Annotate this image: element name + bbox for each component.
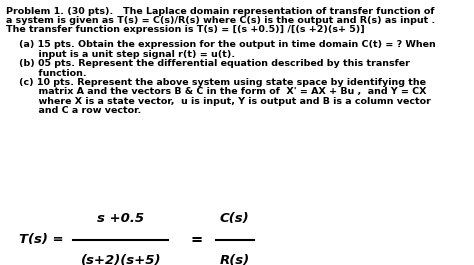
Text: (a) 15 pts. Obtain the expression for the output in time domain C(t) = ? When: (a) 15 pts. Obtain the expression for th… xyxy=(6,40,436,49)
Text: Problem 1. (30 pts).   The Laplace domain representation of transfer function of: Problem 1. (30 pts). The Laplace domain … xyxy=(6,7,434,16)
Text: (s+2)(s+5): (s+2)(s+5) xyxy=(81,254,161,265)
Text: The transfer function expression is T(s) = [(s +0.5)] /[(s +2)(s+ 5)]: The transfer function expression is T(s)… xyxy=(6,25,365,34)
Text: R(s): R(s) xyxy=(219,254,250,265)
Text: input is a unit step signal r(t) = u(t).: input is a unit step signal r(t) = u(t). xyxy=(6,50,235,59)
Text: C(s): C(s) xyxy=(220,212,249,225)
Text: and C a row vector.: and C a row vector. xyxy=(6,106,141,115)
Text: function.: function. xyxy=(6,69,86,78)
Text: a system is given as T(s) = C(s)/R(s) where C(s) is the output and R(s) as input: a system is given as T(s) = C(s)/R(s) wh… xyxy=(6,16,435,25)
Text: s +0.5: s +0.5 xyxy=(97,212,145,225)
Text: (c) 10 pts. Represent the above system using state space by identifying the: (c) 10 pts. Represent the above system u… xyxy=(6,78,426,87)
Text: =: = xyxy=(191,232,203,247)
Text: where X is a state vector,  u is input, Y is output and B is a column vector: where X is a state vector, u is input, Y… xyxy=(6,97,430,106)
Text: T(s) =: T(s) = xyxy=(19,233,64,246)
Text: (b) 05 pts. Represent the differential equation described by this transfer: (b) 05 pts. Represent the differential e… xyxy=(6,59,410,68)
Text: matrix A and the vectors B & C in the form of  X' = AX + Bu ,  and Y = CX: matrix A and the vectors B & C in the fo… xyxy=(6,87,426,96)
